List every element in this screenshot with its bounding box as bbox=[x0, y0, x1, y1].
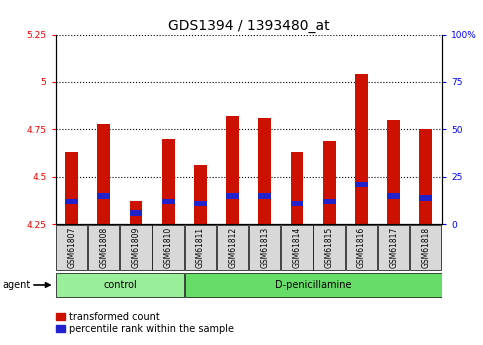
Bar bbox=[65, 199, 78, 204]
Text: agent: agent bbox=[2, 280, 30, 290]
Bar bbox=[323, 199, 336, 204]
Text: GSM61818: GSM61818 bbox=[421, 227, 430, 268]
Bar bbox=[226, 193, 239, 199]
Bar bbox=[226, 116, 239, 224]
FancyBboxPatch shape bbox=[313, 225, 345, 270]
Bar bbox=[291, 152, 303, 224]
Bar bbox=[419, 129, 432, 224]
Text: GSM61816: GSM61816 bbox=[357, 227, 366, 268]
Text: GSM61814: GSM61814 bbox=[293, 227, 301, 268]
FancyBboxPatch shape bbox=[88, 225, 119, 270]
Bar bbox=[291, 200, 303, 206]
Legend: transformed count, percentile rank within the sample: transformed count, percentile rank withi… bbox=[56, 312, 234, 334]
Text: control: control bbox=[103, 280, 137, 290]
Bar bbox=[98, 193, 110, 199]
FancyBboxPatch shape bbox=[410, 225, 441, 270]
Text: GSM61808: GSM61808 bbox=[99, 227, 108, 268]
FancyBboxPatch shape bbox=[153, 225, 184, 270]
FancyBboxPatch shape bbox=[346, 225, 377, 270]
Bar bbox=[323, 141, 336, 224]
Text: GSM61810: GSM61810 bbox=[164, 227, 173, 268]
Bar bbox=[129, 210, 142, 216]
Text: GSM61807: GSM61807 bbox=[67, 227, 76, 268]
FancyBboxPatch shape bbox=[185, 225, 216, 270]
Bar bbox=[355, 181, 368, 187]
Text: GSM61813: GSM61813 bbox=[260, 227, 270, 268]
Text: GSM61809: GSM61809 bbox=[131, 227, 141, 268]
Bar bbox=[194, 166, 207, 224]
Bar bbox=[194, 200, 207, 206]
Bar bbox=[162, 139, 175, 224]
Bar bbox=[129, 201, 142, 224]
FancyBboxPatch shape bbox=[249, 225, 280, 270]
Text: GSM61817: GSM61817 bbox=[389, 227, 398, 268]
FancyBboxPatch shape bbox=[217, 225, 248, 270]
FancyBboxPatch shape bbox=[56, 225, 87, 270]
Bar bbox=[162, 199, 175, 204]
FancyBboxPatch shape bbox=[185, 273, 441, 297]
FancyBboxPatch shape bbox=[120, 225, 152, 270]
Bar bbox=[355, 74, 368, 224]
Text: GSM61815: GSM61815 bbox=[325, 227, 334, 268]
Bar bbox=[258, 193, 271, 199]
Bar bbox=[65, 152, 78, 224]
FancyBboxPatch shape bbox=[281, 225, 313, 270]
Bar bbox=[387, 193, 400, 199]
Text: GSM61812: GSM61812 bbox=[228, 227, 237, 268]
FancyBboxPatch shape bbox=[56, 273, 184, 297]
Title: GDS1394 / 1393480_at: GDS1394 / 1393480_at bbox=[168, 19, 329, 33]
Bar bbox=[98, 124, 110, 224]
Bar bbox=[258, 118, 271, 224]
Text: D-penicillamine: D-penicillamine bbox=[275, 280, 352, 290]
Bar bbox=[387, 120, 400, 224]
Bar bbox=[419, 195, 432, 200]
FancyBboxPatch shape bbox=[378, 225, 409, 270]
Text: GSM61811: GSM61811 bbox=[196, 227, 205, 268]
